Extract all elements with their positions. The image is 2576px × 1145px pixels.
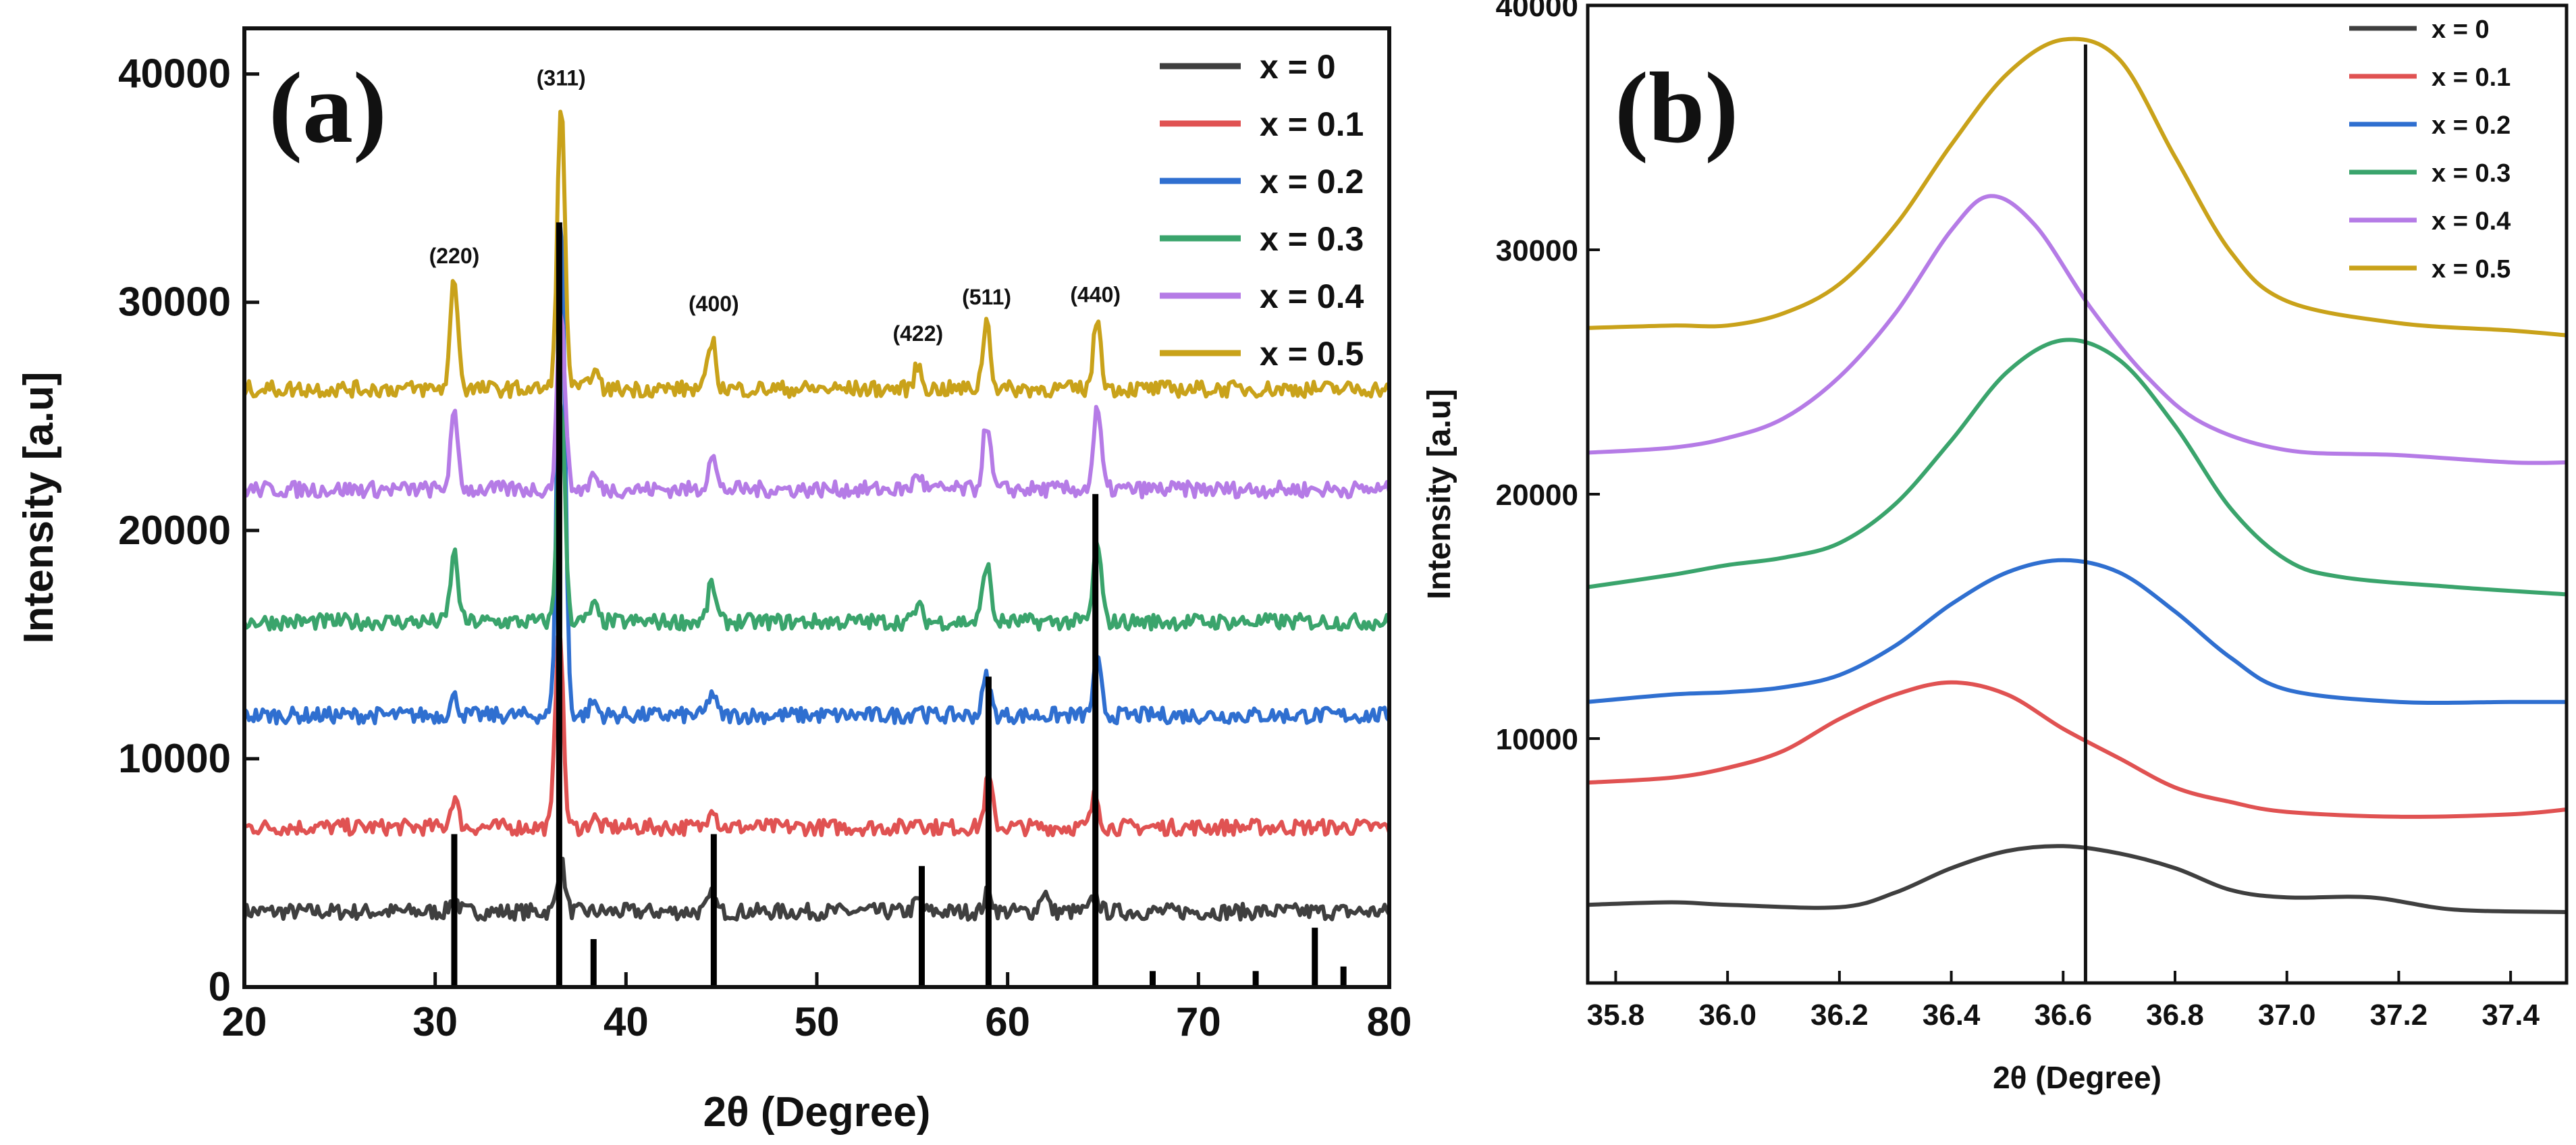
- panel-b-y-tick-label: 40000: [1496, 0, 1578, 23]
- panel-a-y-tick-label: 30000: [118, 279, 231, 325]
- panel-b-series-line: [1587, 36, 2567, 338]
- panel-a-label: (a): [269, 52, 387, 164]
- panel-a-y-ticks: 0 10000 20000 30000 40000: [118, 51, 259, 1009]
- panel-a-series-line: [242, 402, 1391, 632]
- panel-a-hkl-label: (311): [537, 66, 586, 90]
- panel-a-y-tick-label: 20000: [118, 508, 231, 553]
- panel-a-legend-label: x = 0.1: [1260, 105, 1364, 143]
- panel-a-series-line: [242, 109, 1391, 399]
- panel-b-x-tick-label: 36.6: [2034, 998, 2092, 1032]
- panel-a-series-line: [242, 312, 1391, 500]
- panel-b-series-line: [1587, 844, 2567, 914]
- panel-a-hkl-label: (511): [962, 285, 1011, 309]
- panel-a-curves: [242, 109, 1391, 922]
- panel-b-legend-label: x = 0: [2432, 16, 2490, 44]
- panel-b-y-tick-label: 30000: [1496, 234, 1578, 267]
- panel-a-legend: x = 0 x = 0.1 x = 0.2 x = 0.3 x = 0.4 x = 0.5: [1160, 48, 1364, 373]
- panel-b-y-tick-label: 10000: [1496, 723, 1578, 756]
- panel-b-y-tick-label: 20000: [1496, 479, 1578, 512]
- panel-a-x-ticks: 20 30 40 50 60 70 80: [222, 972, 1412, 1044]
- panel-b-legend-label: x = 0.3: [2432, 159, 2511, 188]
- panel-b-series-line: [1587, 558, 2567, 705]
- panel-a-legend-label: x = 0.3: [1260, 220, 1364, 258]
- panel-a-legend-label: x = 0.5: [1260, 335, 1364, 373]
- panel-a-legend-label: x = 0.2: [1260, 163, 1364, 201]
- panel-a-x-tick-label: 30: [412, 999, 458, 1044]
- panel-b-legend-label: x = 0.4: [2432, 207, 2511, 236]
- panel-b-series-line: [1587, 194, 2567, 465]
- panel-b-x-tick-label: 36.8: [2146, 998, 2204, 1032]
- panel-a-chart: 20 30 40 50 60 70 80 0 10000 20000 30000 40000 (22…: [16, 26, 1412, 1136]
- panel-b-x-tick-label: 36.2: [1810, 998, 1869, 1032]
- panel-a-x-tick-label: 60: [985, 999, 1030, 1044]
- panel-b-x-tick-label: 36.0: [1698, 998, 1756, 1032]
- panel-a-series-line: [244, 634, 1391, 838]
- panel-a-legend-label: x = 0.4: [1260, 277, 1364, 315]
- panel-a-legend-label: x = 0: [1260, 48, 1336, 86]
- panel-a-y-axis-title: Intensity [a.u]: [16, 371, 62, 643]
- panel-a-y-tick-label: 0: [209, 964, 231, 1009]
- panel-a-x-axis-title: 2θ (Degree): [703, 1089, 931, 1136]
- panel-a-annotations: (220) (311) (400) (422) (511) (440): [429, 66, 1121, 346]
- panel-b-legend-label: x = 0.2: [2432, 111, 2511, 140]
- panel-b-x-tick-label: 37.4: [2481, 998, 2540, 1032]
- panel-b-x-tick-label: 36.4: [1923, 998, 1981, 1032]
- panel-b-label: (b): [1615, 52, 1738, 164]
- panel-b-legend: x = 0 x = 0.1 x = 0.2 x = 0.3 x = 0.4 x = 0.5: [2349, 16, 2511, 284]
- panel-b-series-line: [1587, 680, 2567, 819]
- panel-a-reference-sticks: [451, 222, 1347, 987]
- panel-b-x-tick-label: 35.8: [1587, 998, 1645, 1032]
- panel-a-x-tick-label: 80: [1367, 999, 1412, 1044]
- panel-a-plot-frame: [242, 26, 1391, 989]
- panel-a-x-tick-label: 50: [795, 999, 840, 1044]
- panel-b-x-ticks: 35.8 36.0 36.2 36.4 36.6 36.8 37.0 37.2 37.4: [1587, 971, 2540, 1032]
- panel-b-chart: 35.8 36.0 36.2 36.4 36.6 36.8 37.0 37.2 37.4 100…: [1422, 0, 2569, 1095]
- panel-a-x-tick-label: 20: [222, 999, 267, 1044]
- panel-b-series-line: [1587, 338, 2567, 597]
- panel-a-y-tick-label: 10000: [118, 736, 231, 781]
- panel-a-x-tick-label: 70: [1176, 999, 1221, 1044]
- panel-b-x-tick-label: 37.2: [2370, 998, 2428, 1032]
- panel-b-curves: [1587, 36, 2567, 914]
- panel-b-x-axis-title: 2θ (Degree): [1993, 1060, 2162, 1095]
- panel-a-x-tick-label: 40: [603, 999, 649, 1044]
- panel-b-y-ticks: 10000 20000 30000 40000: [1496, 0, 1600, 756]
- panel-a-hkl-label: (422): [892, 321, 943, 346]
- panel-a-hkl-label: (220): [429, 244, 480, 268]
- panel-b-x-tick-label: 37.0: [2258, 998, 2316, 1032]
- panel-a-series-line: [242, 225, 1391, 726]
- panel-b-legend-label: x = 0.1: [2432, 63, 2511, 92]
- panel-a-hkl-label: (440): [1070, 283, 1121, 307]
- panel-b-legend-label: x = 0.5: [2432, 255, 2511, 284]
- panel-a-hkl-label: (400): [689, 292, 739, 316]
- panel-a-y-tick-label: 40000: [118, 51, 231, 97]
- panel-a-series-line: [242, 857, 1391, 922]
- panel-b-y-axis-title: Intensity [a.u]: [1422, 389, 1457, 600]
